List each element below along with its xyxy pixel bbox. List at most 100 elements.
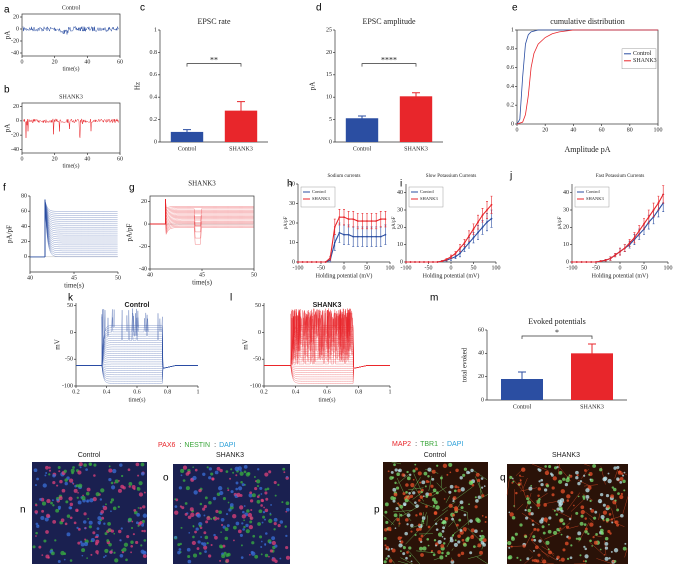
cell (459, 476, 463, 480)
cell (427, 475, 430, 478)
cell (235, 487, 239, 491)
cell (622, 474, 625, 477)
panel: f 0 20 40 60 80 40 45 50 pA/pF time(s) (3, 183, 121, 290)
cell (220, 523, 224, 527)
cell (428, 492, 433, 497)
neurite (521, 512, 540, 525)
cell (109, 500, 113, 504)
x-tick-label: 50 (251, 272, 257, 278)
marker (619, 250, 621, 253)
cell (111, 549, 113, 551)
neurite (428, 475, 433, 491)
x-tick-label: 0.6 (133, 389, 141, 395)
neurite (445, 495, 451, 503)
micrograph (173, 464, 291, 564)
cell (75, 484, 79, 488)
cell (108, 465, 111, 468)
cell (454, 485, 458, 489)
cell (575, 511, 579, 515)
cell (536, 528, 540, 532)
x-tick-label: 100 (386, 265, 395, 271)
y-axis-label: pA/pF (6, 225, 14, 243)
cell (580, 505, 585, 510)
cell (206, 466, 209, 469)
significance-bracket (361, 63, 417, 67)
cell (445, 554, 448, 558)
cell (97, 520, 102, 525)
legend-label: Control (420, 189, 435, 194)
cell (536, 499, 541, 504)
cell (33, 468, 38, 473)
cell (202, 472, 206, 476)
panel-title: Sodium currents (328, 174, 361, 179)
cell (32, 545, 36, 549)
x-tick-label: -100 (567, 265, 578, 271)
cell (394, 468, 398, 472)
cell (235, 474, 238, 477)
cell (203, 531, 207, 535)
x-tick-label: -50 (592, 265, 600, 271)
cell (177, 550, 181, 555)
trace (30, 199, 118, 257)
cell (620, 492, 624, 496)
cell (402, 552, 406, 556)
image-title: SHANK3 (216, 452, 244, 459)
cell (474, 529, 478, 534)
cell (437, 532, 443, 537)
neurite (476, 556, 489, 564)
legend-label: Control (633, 51, 652, 57)
cell (264, 544, 266, 546)
cell (259, 486, 263, 490)
cell (474, 496, 477, 499)
cell (81, 548, 86, 553)
cell (455, 523, 459, 527)
cell (104, 548, 109, 554)
cell (435, 505, 440, 510)
cell (577, 495, 580, 498)
marker (370, 220, 373, 222)
x-tick-label: 0 (516, 127, 519, 133)
cell (108, 468, 113, 473)
cell (507, 540, 512, 546)
cell (418, 527, 422, 531)
cell (235, 521, 240, 526)
cell (133, 508, 137, 512)
cell (135, 540, 139, 545)
cell (441, 530, 445, 533)
cell (270, 504, 272, 506)
trace (30, 199, 118, 257)
marker (463, 242, 466, 244)
neurite (426, 515, 428, 526)
marker (366, 235, 368, 238)
marker (347, 233, 350, 236)
y-tick-label: -50 (65, 357, 73, 363)
cell (143, 551, 146, 554)
cell (130, 544, 134, 548)
cell (271, 557, 274, 559)
marker (370, 235, 373, 238)
cell (590, 509, 595, 513)
cell (524, 508, 527, 512)
cell (206, 516, 211, 521)
y-tick-label: 0 (16, 26, 19, 32)
y-tick-label: 30 (289, 201, 295, 207)
cell (204, 535, 209, 540)
trace (76, 325, 198, 369)
cell (412, 469, 416, 473)
y-tick-label: 0 (481, 397, 484, 403)
cell (86, 557, 88, 559)
trace (264, 309, 390, 369)
cell (607, 472, 610, 475)
y-tick-label: 30 (397, 207, 403, 213)
cell (527, 508, 531, 513)
cell (266, 487, 270, 491)
y-tick-label: 0 (144, 221, 147, 227)
marker (418, 261, 421, 263)
cell (390, 470, 394, 474)
cell (612, 560, 615, 563)
panel: b SHANK3 -40 -20 0 20 0 20 40 60 pA time(s) (4, 85, 123, 170)
cell (218, 510, 222, 514)
x-tick-label: 40 (27, 275, 33, 281)
cell (64, 481, 68, 486)
cell (391, 476, 395, 479)
